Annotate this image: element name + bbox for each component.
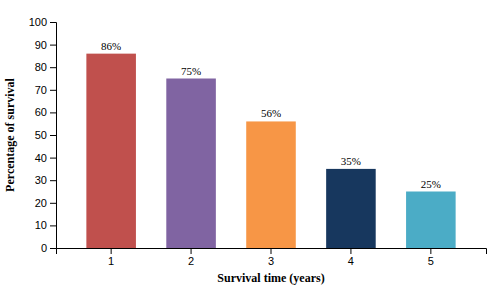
tick: 1: [108, 248, 114, 267]
tick-mark: [111, 248, 112, 254]
tick-label: 50: [35, 129, 47, 141]
bar: [166, 79, 216, 249]
tick-mark: [50, 158, 56, 159]
tick-label: 80: [35, 61, 47, 73]
tick: 40: [35, 152, 56, 164]
tick-label: 4: [348, 255, 354, 267]
tick: 3: [268, 248, 274, 267]
y-axis-title: Percentage of survival: [3, 77, 17, 191]
tick-label: 3: [268, 255, 274, 267]
tick-mark: [50, 180, 56, 181]
tick-mark: [50, 67, 56, 68]
data-label: 75%: [181, 65, 201, 77]
chart: 86%75%56%35%25%1234501020304050607080901…: [0, 0, 500, 290]
tick-mark: [271, 248, 272, 254]
tick: 2: [188, 248, 194, 267]
tick-mark: [50, 90, 56, 91]
data-labels: 86% 75% 56% 35% 25%: [101, 40, 441, 190]
tick-label: 70: [35, 84, 47, 96]
data-label: 35%: [341, 155, 361, 167]
bars: [86, 54, 455, 248]
tick-label: 90: [35, 39, 47, 51]
x-axis-title: Survival time (years): [217, 271, 324, 285]
tick-label: 5: [428, 255, 434, 267]
axis-line: [50, 23, 57, 249]
data-label: 86%: [101, 40, 121, 52]
tick-label: 20: [35, 197, 47, 209]
tick-mark: [191, 248, 192, 254]
tick-mark: [50, 225, 56, 226]
tick: 5: [428, 248, 434, 267]
tick-mark: [50, 112, 56, 113]
tick: 50: [35, 129, 56, 141]
tick-label: 2: [188, 255, 194, 267]
tick: 4: [348, 248, 354, 267]
tick: 90: [35, 39, 56, 51]
tick-label: 30: [35, 174, 47, 186]
y-axis: 0 10 20 30 40 50 60 70 80 90 100: [29, 16, 57, 254]
x-axis: 1 2 3 4 5: [57, 248, 487, 267]
tick-mark: [350, 248, 351, 254]
tick-mark: [50, 248, 56, 249]
tick: 20: [35, 197, 56, 209]
tick-label: 100: [29, 16, 47, 28]
tick: 100: [29, 16, 56, 28]
bar: [86, 54, 136, 248]
tick: 30: [35, 174, 56, 186]
tick: 80: [35, 61, 56, 73]
tick: 70: [35, 84, 56, 96]
tick-mark: [50, 45, 56, 46]
tick-mark: [50, 22, 56, 23]
plot: 86%75%56%35%25%1234501020304050607080901…: [29, 16, 487, 267]
bar: [326, 169, 376, 248]
axis-line: [57, 249, 487, 255]
tick-mark: [430, 248, 431, 254]
tick-mark: [50, 135, 56, 136]
data-label: 56%: [261, 107, 281, 119]
tick-label: 0: [41, 242, 47, 254]
bar: [406, 192, 456, 249]
tick: 60: [35, 106, 56, 118]
tick: 0: [41, 242, 56, 254]
tick-mark: [50, 203, 56, 204]
tick: 10: [35, 219, 56, 231]
tick-label: 10: [35, 219, 47, 231]
tick-label: 60: [35, 106, 47, 118]
bar: [246, 121, 296, 248]
tick-label: 40: [35, 152, 47, 164]
data-label: 25%: [421, 178, 441, 190]
tick-label: 1: [108, 255, 114, 267]
